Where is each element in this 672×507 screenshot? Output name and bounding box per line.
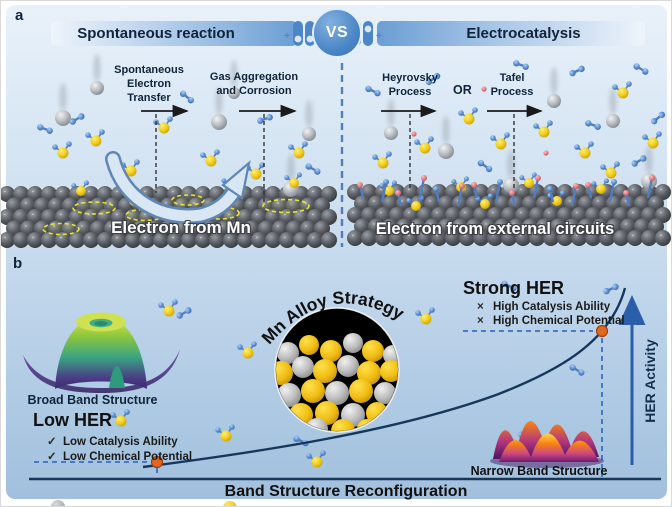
banner-right-title: Electrocatalysis xyxy=(466,25,581,42)
step-heyrovsky-process: Heyrovsky Process xyxy=(382,72,438,98)
y-axis-label: HER Activity xyxy=(642,339,658,423)
low-her-point xyxy=(150,455,164,469)
dashed-guides xyxy=(34,330,603,477)
low-her-item-2: ✓ Low Chemical Potential xyxy=(47,451,193,463)
strong-her-title: Strong HER xyxy=(463,278,564,298)
svg-text:+: + xyxy=(284,31,290,42)
check-icon: ✓ xyxy=(47,451,57,463)
banner-left-title: Spontaneous reaction xyxy=(77,25,235,42)
activity-curve xyxy=(142,287,627,469)
strong-her-point xyxy=(595,324,609,338)
mn-alloy-circle: Mn Alloy Strategy xyxy=(257,287,408,433)
low-her-title: Low HER xyxy=(33,410,112,430)
strong-her-item-2: × High Chemical Potential xyxy=(477,315,625,327)
mn-slab-left xyxy=(1,186,337,248)
electron-transfer-swoosh-arrow xyxy=(105,151,251,224)
step-tafel-process: Tafel Process xyxy=(490,72,534,98)
banner-left-bar xyxy=(51,21,297,46)
broad-band-label: Broad Band Structure xyxy=(27,393,158,407)
step-gas-aggregation-corrosion: Gas Aggregation and Corrosion xyxy=(209,71,299,97)
right-slab-caption: Electron from external circuits xyxy=(375,220,615,238)
vs-badge: VS xyxy=(312,8,362,58)
strong-her-item-1: × High Catalysis Ability xyxy=(477,301,611,313)
cross-icon: × xyxy=(477,301,484,313)
broad-band-surface xyxy=(23,312,180,393)
low-her-item-1: ✓ Low Catalysis Ability xyxy=(47,436,178,448)
or-label: OR xyxy=(453,83,472,97)
check-icon: ✓ xyxy=(47,436,57,448)
left-slab-caption: Electron from Mn xyxy=(111,218,251,237)
step-spontaneous-electron-transfer: Spontaneous Electron Transfer xyxy=(114,64,184,104)
process-droplines xyxy=(155,114,515,205)
vs-label: VS xyxy=(325,24,349,41)
narrow-band-surface xyxy=(490,420,604,468)
panel-label-b: b xyxy=(13,255,23,272)
cross-icon: × xyxy=(477,315,484,327)
svg-text:+: + xyxy=(376,31,382,42)
molecules-and-bubbles xyxy=(37,54,666,468)
legend-atom-yellow xyxy=(223,501,237,506)
banner-right-bar xyxy=(377,21,645,46)
legend-atom-gray xyxy=(51,500,65,506)
narrow-band-label: Narrow Band Structure xyxy=(470,464,608,478)
panel-label-a: a xyxy=(15,7,24,24)
x-axis-label: Band Structure Reconfiguration xyxy=(224,483,468,500)
